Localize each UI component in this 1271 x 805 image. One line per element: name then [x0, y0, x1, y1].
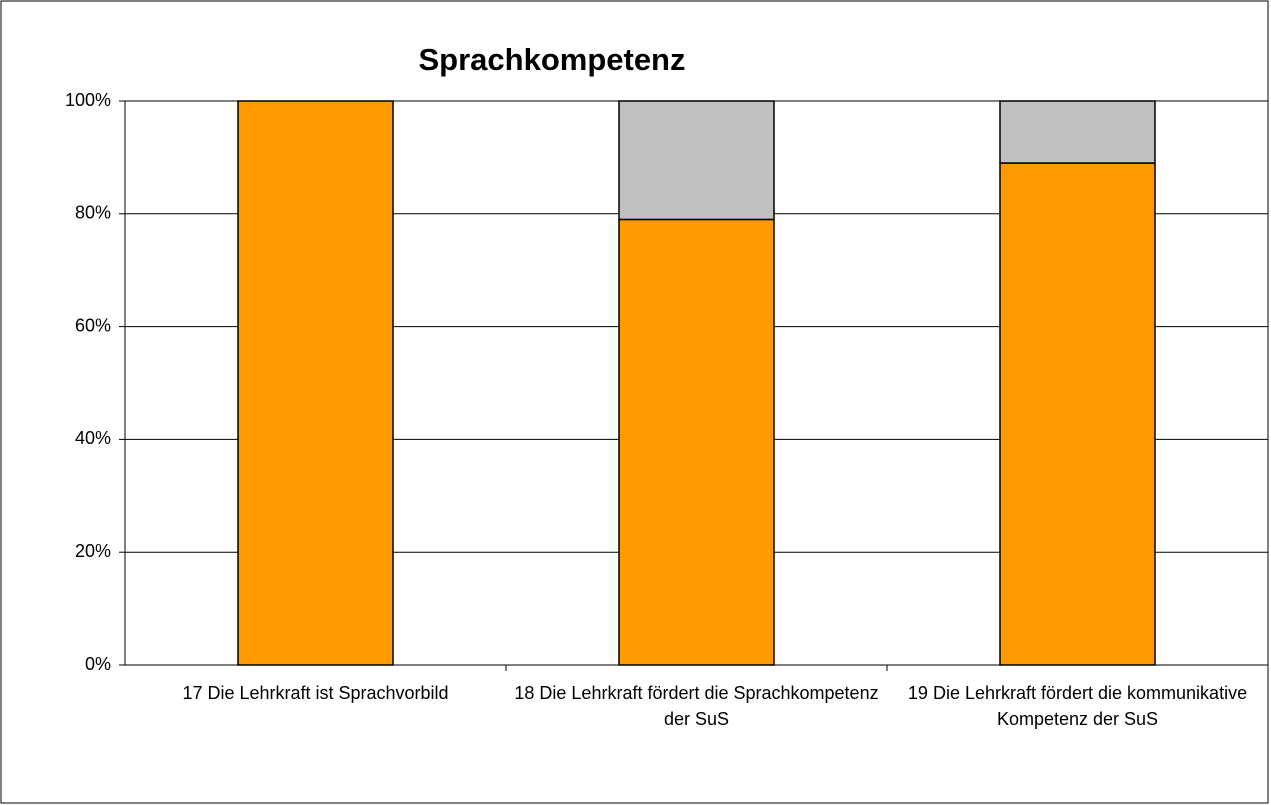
- y-tick-label: 60%: [75, 315, 111, 335]
- y-tick-label: 0%: [85, 654, 111, 674]
- x-tick-label: 17 Die Lehrkraft ist Sprachvorbild: [182, 683, 449, 703]
- bar-segment: [999, 162, 1156, 666]
- bar-segment: [999, 100, 1156, 164]
- y-tick-label: 20%: [75, 541, 111, 561]
- y-tick-label: 80%: [75, 203, 111, 223]
- y-tick-label: 100%: [65, 90, 111, 110]
- bar-segment: [237, 100, 394, 666]
- bar-segment: [618, 100, 775, 221]
- y-tick-label: 40%: [75, 428, 111, 448]
- chart-title: Sprachkompetenz: [418, 42, 685, 77]
- x-tick-label: 19 Die Lehrkraft fördert die kommunikati…: [907, 683, 1248, 729]
- bar-segment: [618, 218, 775, 666]
- x-tick-label: 18 Die Lehrkraft fördert die Sprachkompe…: [514, 683, 879, 729]
